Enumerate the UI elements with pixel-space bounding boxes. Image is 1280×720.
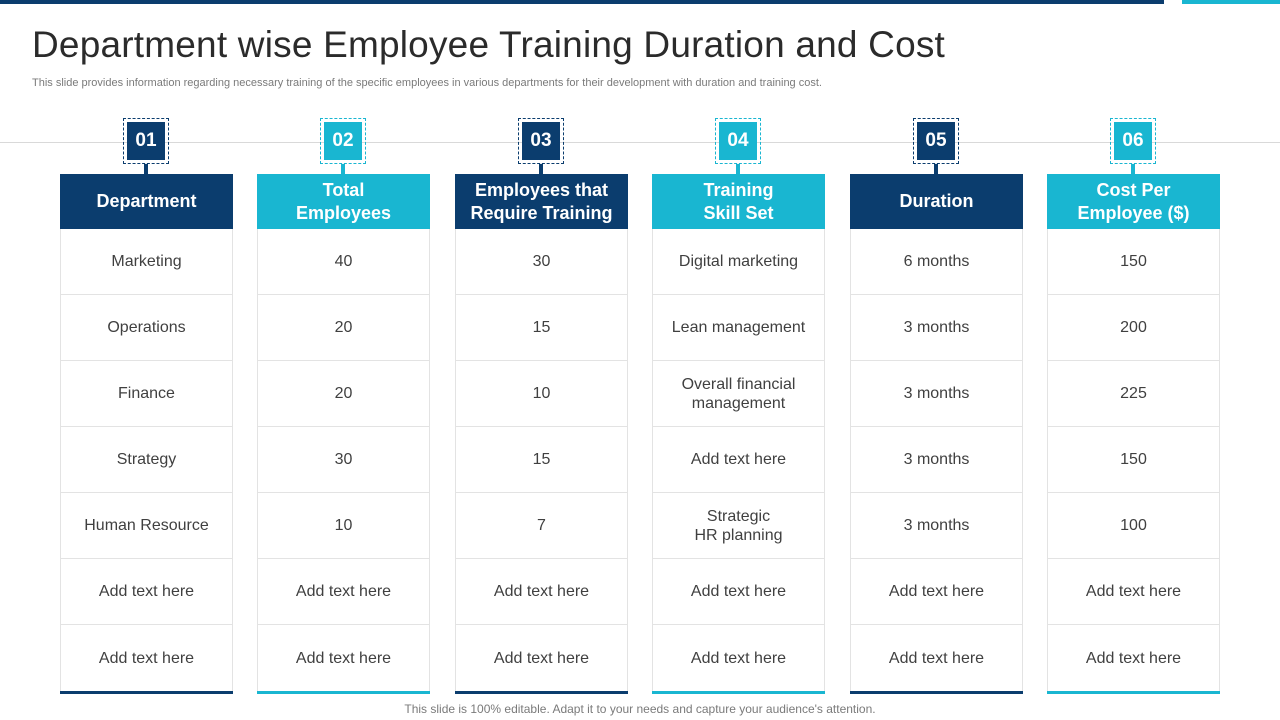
column-bottom-line	[652, 691, 825, 694]
table-cell: Add text here	[690, 649, 787, 667]
column-department: 01 Department Marketing Operations Finan…	[60, 118, 233, 694]
badge-connector	[144, 164, 148, 174]
column-bottom-line	[850, 691, 1023, 694]
table-cell: Add text here	[653, 427, 824, 493]
table-cell: 3 months	[851, 361, 1022, 427]
table-cell: 30	[258, 427, 429, 493]
step-number: 05	[917, 122, 955, 160]
table-cell: Add text here	[61, 559, 232, 625]
table-cell: Lean management	[653, 295, 824, 361]
table-cell: Overall financial management	[653, 361, 824, 427]
column-cost-per-employee: 06 Cost Per Employee ($) 150 200 225 150…	[1047, 118, 1220, 694]
step-badge: 06	[1110, 118, 1156, 164]
table-cell: Add text here	[1085, 649, 1182, 667]
column-header: Employees that Require Training	[455, 174, 628, 229]
column-cells: Digital marketing Lean management Overal…	[652, 229, 825, 691]
table-cell: Human Resource	[61, 493, 232, 559]
footer-note: This slide is 100% editable. Adapt it to…	[404, 702, 876, 716]
column-header: Duration	[850, 174, 1023, 229]
step-number: 03	[522, 122, 560, 160]
table-cell: Operations	[61, 295, 232, 361]
badge-connector	[934, 164, 938, 174]
slide-subtitle: This slide provides information regardin…	[32, 77, 822, 89]
divider-line	[0, 142, 1280, 143]
column-bottom-line	[1047, 691, 1220, 694]
badge-connector	[539, 164, 543, 174]
table-cell: 10	[456, 361, 627, 427]
table-cell: 100	[1048, 493, 1219, 559]
top-accent-bar	[0, 0, 1164, 4]
table-cell: Add text here	[1048, 559, 1219, 625]
badge-connector	[341, 164, 345, 174]
table-cell: Add text here	[888, 649, 985, 667]
step-badge: 04	[715, 118, 761, 164]
table-cell: Strategic HR planning	[653, 493, 824, 559]
table-cell: Finance	[61, 361, 232, 427]
table-cell: 15	[456, 295, 627, 361]
table-cell: Add text here	[493, 649, 590, 667]
column-header: Training Skill Set	[652, 174, 825, 229]
step-number: 02	[324, 122, 362, 160]
column-cells: 150 200 225 150 100 Add text here Add te…	[1047, 229, 1220, 691]
table-cell: Add text here	[98, 649, 195, 667]
step-number: 06	[1114, 122, 1152, 160]
table-cell: 3 months	[851, 427, 1022, 493]
step-badge: 05	[913, 118, 959, 164]
table-cell: 30	[456, 229, 627, 295]
table-cell: Add text here	[295, 649, 392, 667]
table-cell: 150	[1048, 229, 1219, 295]
badge-connector	[1131, 164, 1135, 174]
table-cell: Add text here	[456, 559, 627, 625]
slide-title: Department wise Employee Training Durati…	[32, 24, 946, 65]
step-badge: 02	[320, 118, 366, 164]
step-number: 04	[719, 122, 757, 160]
table-cell: 200	[1048, 295, 1219, 361]
column-cells: 6 months 3 months 3 months 3 months 3 mo…	[850, 229, 1023, 691]
table-cell: 20	[258, 361, 429, 427]
table-cell: 6 months	[851, 229, 1022, 295]
step-badge: 03	[518, 118, 564, 164]
column-header: Total Employees	[257, 174, 430, 229]
table-cell: Marketing	[61, 229, 232, 295]
table-cell: Add text here	[851, 559, 1022, 625]
table-cell: 20	[258, 295, 429, 361]
column-cells: Marketing Operations Finance Strategy Hu…	[60, 229, 233, 691]
table-cell: 40	[258, 229, 429, 295]
column-total-employees: 02 Total Employees 40 20 20 30 10 Add te…	[257, 118, 430, 694]
table-cell: 15	[456, 427, 627, 493]
column-bottom-line	[257, 691, 430, 694]
top-accent-bar-light	[1182, 0, 1280, 4]
column-cells: 40 20 20 30 10 Add text here Add text he…	[257, 229, 430, 691]
table-cell: 225	[1048, 361, 1219, 427]
column-header: Cost Per Employee ($)	[1047, 174, 1220, 229]
column-cells: 30 15 10 15 7 Add text here Add text her…	[455, 229, 628, 691]
column-header: Department	[60, 174, 233, 229]
table-cell: Add text here	[653, 559, 824, 625]
step-badge: 01	[123, 118, 169, 164]
table-cell: 7	[456, 493, 627, 559]
step-number: 01	[127, 122, 165, 160]
column-duration: 05 Duration 6 months 3 months 3 months 3…	[850, 118, 1023, 694]
table-cell: Strategy	[61, 427, 232, 493]
table-cell: 3 months	[851, 295, 1022, 361]
column-bottom-line	[60, 691, 233, 694]
column-bottom-line	[455, 691, 628, 694]
table-cell: Digital marketing	[653, 229, 824, 295]
badge-connector	[736, 164, 740, 174]
column-training-skill-set: 04 Training Skill Set Digital marketing …	[652, 118, 825, 694]
table-cell: 150	[1048, 427, 1219, 493]
table-cell: 3 months	[851, 493, 1022, 559]
table-cell: 10	[258, 493, 429, 559]
table-cell: Add text here	[258, 559, 429, 625]
column-employees-require-training: 03 Employees that Require Training 30 15…	[455, 118, 628, 694]
